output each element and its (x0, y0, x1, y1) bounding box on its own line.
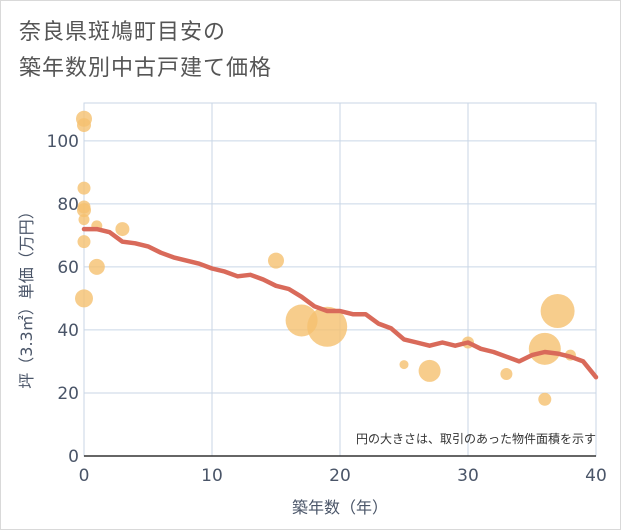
bubble-point (77, 181, 91, 195)
bubble-point (115, 222, 130, 237)
y-tick-label: 100 (47, 132, 79, 152)
y-axis-label: 坪（3.3㎡）単価（万円） (17, 203, 36, 388)
bubble-point (538, 392, 552, 406)
bubble-point (77, 118, 91, 133)
x-tick-label: 10 (201, 466, 223, 486)
bubble-point (77, 203, 91, 218)
average-price-line (81, 226, 599, 380)
bubble-point (268, 252, 284, 269)
chart-title-line-2: 築年数別中古戸建て価格 (19, 56, 273, 81)
bubble-point (75, 289, 93, 308)
y-tick-label: 80 (57, 195, 79, 215)
x-axis-label: 築年数（年） (292, 498, 388, 517)
y-tick-label: 60 (57, 258, 79, 278)
bubble-point (528, 332, 561, 365)
x-tick-label: 0 (79, 466, 90, 486)
y-tick-label: 20 (57, 384, 79, 404)
chart-note: 円の大きさは、取引のあった物件面積を示す (356, 431, 596, 446)
y-tick-label: 0 (68, 447, 79, 467)
average-line-series (81, 226, 599, 380)
x-tick-label: 30 (457, 466, 479, 486)
bubble-point (307, 306, 348, 347)
bubble-point (500, 368, 513, 381)
axes: 0 10 20 30 40 0 20 40 60 80 100 (47, 132, 607, 486)
x-tick-label: 40 (585, 466, 607, 486)
bubble-point (78, 214, 90, 226)
chart-title: 奈良県斑鳩町目安の 築年数別中古戸建て価格 (19, 15, 272, 87)
y-tick-label: 40 (57, 321, 79, 341)
bubble-series (75, 110, 576, 406)
bubble-point (77, 235, 91, 249)
bubble-point (88, 258, 105, 275)
x-tick-label: 20 (329, 466, 351, 486)
bubble-point (418, 359, 441, 382)
chart-title-line-1: 奈良県斑鳩町目安の (19, 20, 227, 45)
bubble-point (399, 360, 409, 370)
bubble-point (540, 294, 575, 329)
